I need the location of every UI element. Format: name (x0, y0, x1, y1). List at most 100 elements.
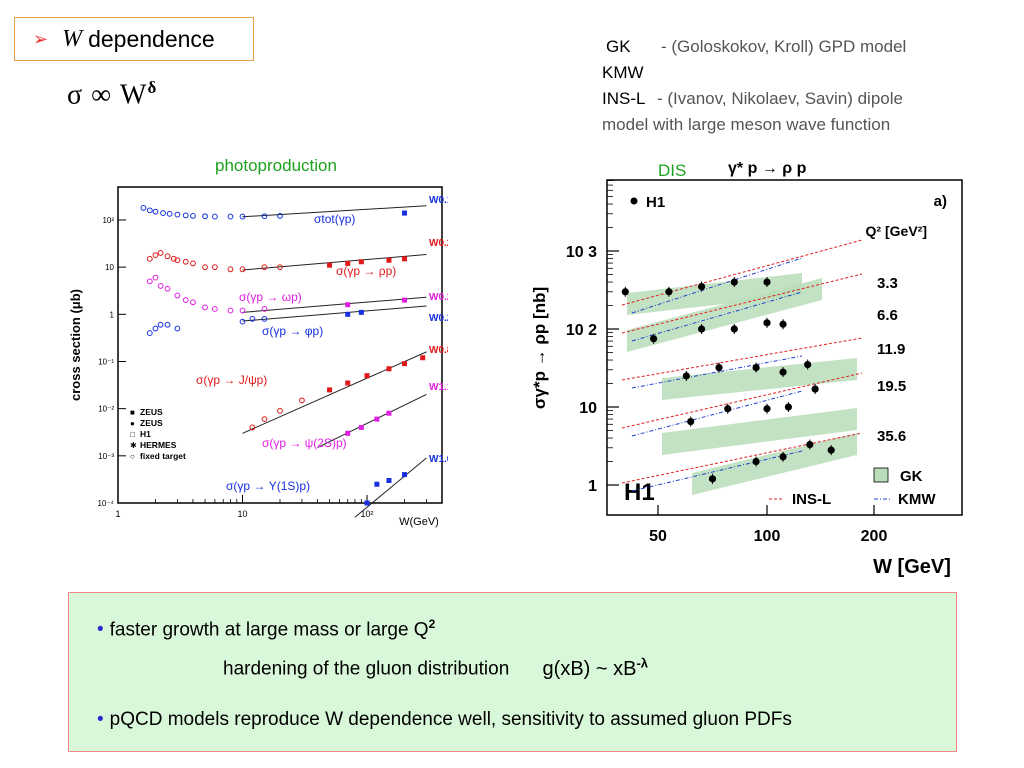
title-text: dependence (88, 25, 215, 52)
model-legend: GK - (Goloskokov, Kroll) GPD model KMW IN… (602, 34, 1012, 138)
right-data-point (698, 282, 706, 291)
gk-legend-swatch (873, 467, 889, 483)
gluon-formula: g(xB) ~ xB-λ (543, 655, 649, 680)
kmw-legend-entry: KMW (898, 491, 936, 508)
left-data-point (277, 407, 283, 414)
left-fit-line (242, 254, 427, 271)
scaling-formula: σ ∞ Wδ (67, 78, 157, 111)
left-data-point (364, 373, 370, 379)
left-data-point (386, 366, 392, 372)
left-xtick-label: 10 (238, 509, 248, 519)
ins-desc-2: model with large meson wave function (602, 115, 891, 134)
left-data-point (261, 306, 268, 312)
right-data-point (763, 278, 771, 286)
ins-l-curve (621, 337, 863, 381)
left-series-label: σtot(γp) (314, 212, 355, 226)
left-data-point (157, 283, 164, 289)
gk-band (627, 278, 822, 352)
left-ytick-label: 10⁻² (98, 405, 114, 414)
left-chart-bg (64, 175, 448, 530)
ins-key: INS-L (602, 89, 646, 108)
left-data-point (402, 210, 408, 216)
left-data-point (152, 325, 159, 332)
left-data-point (152, 252, 159, 259)
left-legend-marker: ✱ (130, 441, 137, 450)
q2-value-label: 3.3 (877, 275, 898, 292)
left-data-point (227, 307, 234, 314)
left-exponent-label: W0.8 (429, 345, 448, 356)
left-data-point (146, 255, 153, 262)
left-legend-entry: H1 (140, 429, 151, 439)
left-data-point (345, 380, 351, 386)
q2-value-label: 35.6 (877, 428, 906, 445)
left-data-point (358, 309, 364, 315)
left-data-point (364, 500, 370, 506)
left-data-point (146, 207, 153, 214)
h1-legend-entry: H1 (646, 194, 665, 211)
ins-legend-entry: INS-L (792, 491, 831, 508)
bullet-3: • pQCD models reproduce W dependence well… (97, 709, 792, 731)
left-data-point (182, 297, 189, 304)
left-data-point (261, 416, 268, 423)
left-legend-entry: fixed target (140, 451, 186, 461)
h1-big-label: H1 (624, 479, 655, 506)
right-xlabel: W [GeV] (873, 556, 951, 578)
left-ytick-label: 10⁻⁴ (97, 499, 114, 508)
gk-legend-entry: GK (900, 468, 923, 485)
left-data-point (211, 264, 218, 271)
left-data-point (327, 262, 333, 268)
right-data-point (827, 446, 835, 454)
left-legend-entry: HERMES (140, 440, 177, 450)
right-ytick-label: 10 2 (566, 322, 597, 339)
left-data-point (249, 424, 256, 431)
right-legend: H1 GK INS-L KMW (630, 194, 936, 508)
gk-band (662, 358, 857, 400)
left-data-point (386, 410, 392, 416)
left-data-point (170, 255, 177, 262)
gk-key: GK (606, 37, 631, 56)
left-data-point (249, 315, 256, 322)
left-data-point (374, 481, 380, 487)
right-panel-label: a) (934, 193, 947, 210)
left-legend-marker: ○ (130, 452, 135, 461)
left-data-point (239, 318, 246, 325)
left-data-point (402, 256, 408, 262)
right-ylabel: σγ*p → ρp [nb] (530, 287, 549, 409)
gk-band (627, 273, 802, 315)
left-series-label: σ(γp → ρp) (336, 264, 396, 278)
bullet-1: • faster growth at large mass or large Q2 (97, 617, 435, 641)
left-data-point (166, 210, 173, 217)
left-data-point (174, 211, 181, 218)
left-ylabel: cross section (μb) (68, 289, 83, 401)
left-data-point (345, 430, 351, 436)
reaction-label: γ* p → ρ p (728, 160, 807, 177)
gluon-formula-exp: -λ (636, 655, 649, 670)
ins-l-curve (621, 432, 863, 484)
kmw-curve (631, 291, 803, 342)
q2-value-label: 6.6 (877, 307, 898, 324)
ins-l-curve (621, 273, 863, 334)
q2-value-label: 19.5 (877, 378, 906, 395)
right-ticks: 50 100 200 10 3 10 2 10 1 (566, 180, 887, 545)
gk-band (662, 408, 857, 455)
right-data-point (806, 440, 814, 449)
right-ytick-label: 10 3 (566, 244, 597, 261)
right-data-point (730, 278, 738, 286)
left-data-point (358, 259, 364, 265)
left-exponent-label: W1.1 (429, 382, 448, 393)
bullet-dot-3: • (97, 709, 104, 730)
left-legend-entry: ZEUS (140, 418, 163, 428)
left-exponent-label: W0.22 (429, 238, 448, 249)
left-ytick-label: 10 (105, 263, 114, 272)
left-data-point (174, 325, 181, 332)
photoproduction-label: photoproduction (215, 156, 337, 175)
right-data-point (763, 405, 771, 413)
left-fit-line (242, 205, 427, 218)
right-data-point (621, 288, 629, 296)
kmw-curve (631, 450, 803, 492)
dis-label: DIS (658, 161, 687, 180)
formula-exponent: δ (147, 78, 158, 97)
bullet-1-text: faster growth at large mass or large Q (109, 619, 429, 641)
bullet-2: hardening of the gluon distribution g(xB… (223, 655, 648, 681)
bullet-dot-1: • (97, 619, 104, 641)
